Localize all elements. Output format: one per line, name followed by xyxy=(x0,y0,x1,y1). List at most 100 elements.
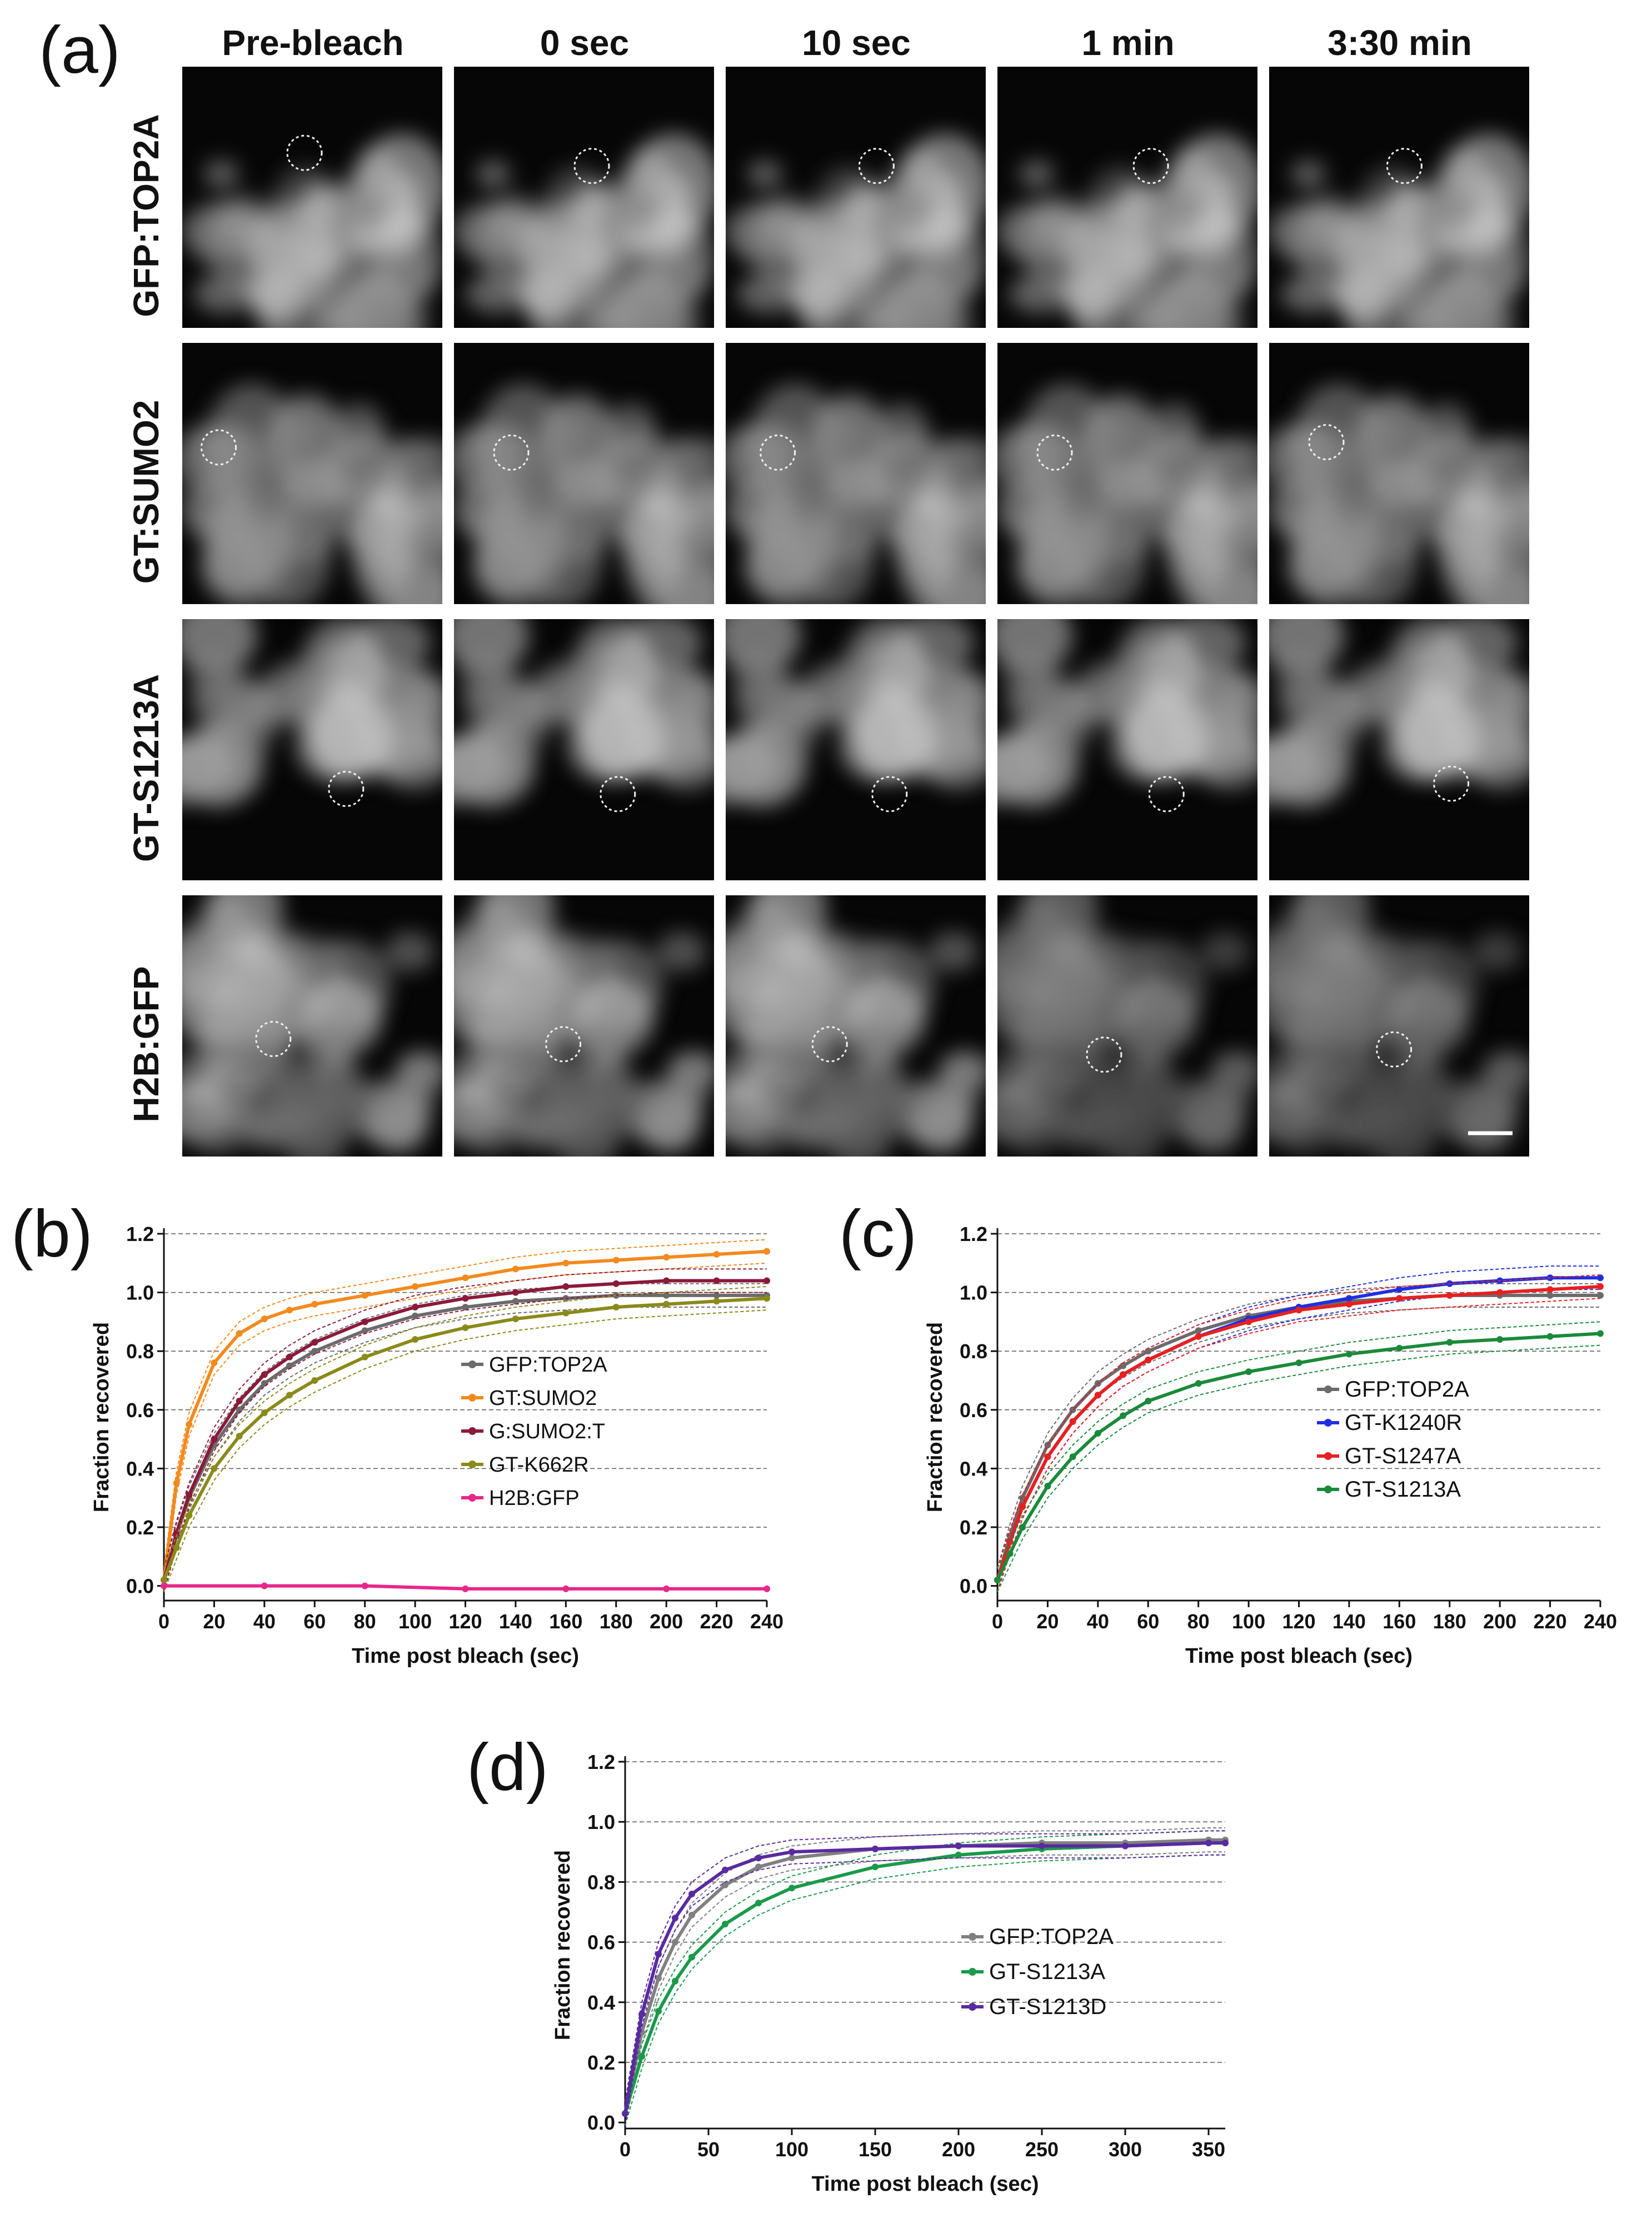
chromatin-signal xyxy=(454,133,714,328)
micrograph-tile xyxy=(726,619,986,880)
chromatin-signal xyxy=(1269,133,1529,328)
data-point xyxy=(512,1315,519,1323)
gridlines xyxy=(625,1761,1225,2063)
x-tick-label: 40 xyxy=(253,1610,276,1633)
legend-item: GT:SUMO2 xyxy=(461,1387,597,1410)
data-point xyxy=(361,1353,368,1360)
data-point xyxy=(994,1577,1001,1583)
data-point xyxy=(1597,1330,1604,1337)
x-tick-label: 220 xyxy=(700,1610,733,1633)
column-header-3-30min: 3:30 min xyxy=(1327,23,1472,63)
error-band-upper xyxy=(997,1274,1601,1569)
series-line xyxy=(162,1297,767,1581)
legend-item: H2B:GFP xyxy=(461,1487,580,1510)
data-point xyxy=(412,1312,419,1319)
x-tick-label: 300 xyxy=(1109,2138,1142,2161)
legend-marker xyxy=(468,1494,476,1502)
legend: GFP:TOP2A GT-S1213A GT-S1213D xyxy=(961,1925,1114,2019)
bleach-region-circle xyxy=(811,1026,848,1063)
error-band-lower xyxy=(625,1854,1225,2126)
gridlines xyxy=(997,1233,1600,1528)
x-tick-label: 0 xyxy=(158,1610,169,1633)
bleach-region-circle xyxy=(600,776,636,813)
data-point xyxy=(1597,1283,1604,1290)
legend-marker xyxy=(468,1394,476,1402)
data-point xyxy=(562,1585,570,1592)
bleach-region-circle xyxy=(1433,765,1470,802)
micrograph-tile xyxy=(726,895,986,1157)
data-point xyxy=(261,1409,268,1417)
micrograph-image xyxy=(997,619,1257,813)
data-point xyxy=(361,1327,368,1334)
legend-label: GFP:TOP2A xyxy=(989,1925,1114,1949)
data-point xyxy=(763,1295,770,1302)
legend-item: GFP:TOP2A xyxy=(461,1353,607,1377)
series-h2b-gfp xyxy=(161,1582,770,1592)
chart-b: 0.0 0.2 0.4 0.6 0.8 1.0 1.2 0 20 40 60 80 100 120 140 1… xyxy=(90,1223,783,1668)
data-point xyxy=(286,1353,293,1360)
legend-item: GT-K1240R xyxy=(1317,1410,1462,1435)
legend-label: H2B:GFP xyxy=(489,1487,580,1510)
series-line xyxy=(996,1285,1601,1581)
data-point xyxy=(713,1292,720,1299)
data-point xyxy=(1145,1357,1152,1363)
row-header-gt-sumo2: GT:SUMO2 xyxy=(126,400,166,584)
y-tick-label: 1.0 xyxy=(126,1282,154,1304)
chromatin-signal xyxy=(1269,895,1529,1157)
data-point xyxy=(1345,1350,1352,1358)
x-tick-label: 20 xyxy=(203,1610,225,1633)
micrograph-image xyxy=(454,619,714,813)
chromatin-signal xyxy=(454,619,714,808)
data-point xyxy=(1295,1359,1302,1367)
data-point xyxy=(663,1300,670,1308)
bleach-region-circle xyxy=(286,134,323,171)
chromatin-signal xyxy=(1269,383,1529,604)
error-band-upper xyxy=(625,1830,1225,2102)
error-band-lower xyxy=(163,1307,767,1592)
micrograph-image xyxy=(997,383,1257,604)
x-tick-label: 240 xyxy=(750,1610,783,1633)
micrograph-image xyxy=(454,895,714,1157)
legend-label: GT-S1213A xyxy=(1345,1477,1461,1502)
series-gfp-top2a xyxy=(994,1283,1604,1592)
data-point xyxy=(755,1900,762,1907)
data-point xyxy=(612,1257,620,1264)
data-point xyxy=(311,1377,318,1384)
micrograph-tile xyxy=(182,895,442,1157)
bleach-region-circle xyxy=(1376,1031,1413,1068)
data-point xyxy=(412,1304,419,1310)
data-point xyxy=(462,1304,469,1310)
legend-item: G:SUMO2:T xyxy=(461,1420,605,1443)
data-point xyxy=(1122,1842,1129,1850)
chromatin-signal xyxy=(997,619,1257,808)
chart-c: 0.0 0.2 0.4 0.6 0.8 1.0 1.2 0 20 40 60 80 100 120 140 1… xyxy=(924,1223,1617,1668)
data-point xyxy=(1446,1292,1453,1299)
chromatin-signal xyxy=(1269,619,1529,808)
data-point xyxy=(562,1283,570,1290)
y-tick-label: 1.0 xyxy=(587,1811,615,1833)
legend-label: GFP:TOP2A xyxy=(1345,1377,1469,1402)
data-point xyxy=(1222,1840,1229,1847)
tick-labels: 0.0 0.2 0.4 0.6 0.8 1.0 1.2 0 50 100 150 200 250 300 3… xyxy=(587,1751,1225,2161)
data-point xyxy=(1195,1333,1202,1340)
panel-c-letter: (c) xyxy=(839,1197,917,1271)
data-point xyxy=(161,1582,167,1589)
x-tick-label: 160 xyxy=(1383,1610,1416,1633)
micrograph-image xyxy=(454,133,714,328)
data-point xyxy=(688,1891,695,1897)
bleach-region-circle xyxy=(1308,424,1345,461)
legend-item: GT-S1213A xyxy=(961,1960,1105,1984)
y-tick-label: 0.4 xyxy=(587,1991,615,2014)
y-tick-label: 0.0 xyxy=(587,2111,615,2134)
data-point xyxy=(1019,1503,1026,1510)
chromatin-signal xyxy=(997,133,1257,328)
data-point xyxy=(722,1881,728,1888)
data-point xyxy=(562,1309,570,1317)
micrograph-image xyxy=(726,895,986,1157)
data-point xyxy=(788,1848,795,1856)
x-tick-label: 250 xyxy=(1025,2138,1059,2161)
data-point xyxy=(788,1885,795,1892)
data-point xyxy=(1496,1336,1504,1343)
legend-marker xyxy=(1324,1486,1332,1493)
y-tick-label: 0.2 xyxy=(126,1516,154,1539)
